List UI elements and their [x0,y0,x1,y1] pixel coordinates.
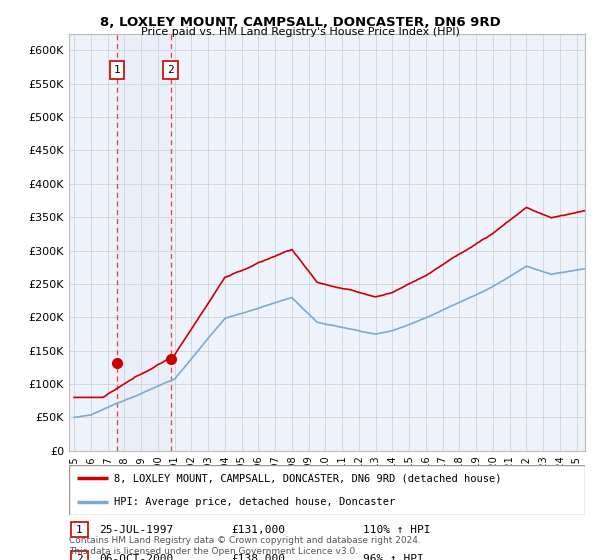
Text: 25-JUL-1997: 25-JUL-1997 [99,525,173,535]
Text: Price paid vs. HM Land Registry's House Price Index (HPI): Price paid vs. HM Land Registry's House … [140,27,460,37]
Text: 96% ↑ HPI: 96% ↑ HPI [363,554,424,560]
Bar [117,34,170,451]
Text: 2: 2 [167,66,174,75]
Text: 110% ↑ HPI: 110% ↑ HPI [363,525,431,535]
Text: 06-OCT-2000: 06-OCT-2000 [99,554,173,560]
Text: 8, LOXLEY MOUNT, CAMPSALL, DONCASTER, DN6 9RD: 8, LOXLEY MOUNT, CAMPSALL, DONCASTER, DN… [100,16,500,29]
Text: 1: 1 [76,525,83,535]
Text: HPI: Average price, detached house, Doncaster: HPI: Average price, detached house, Donc… [115,497,395,507]
Text: Contains HM Land Registry data © Crown copyright and database right 2024.
This d: Contains HM Land Registry data © Crown c… [69,536,421,556]
Bar [71,552,88,560]
Text: £131,000: £131,000 [231,525,285,535]
Text: 8, LOXLEY MOUNT, CAMPSALL, DONCASTER, DN6 9RD (detached house): 8, LOXLEY MOUNT, CAMPSALL, DONCASTER, DN… [115,473,502,483]
Bar [71,522,88,538]
Text: 2: 2 [76,554,83,560]
Text: 1: 1 [113,66,120,75]
Text: £138,000: £138,000 [231,554,285,560]
